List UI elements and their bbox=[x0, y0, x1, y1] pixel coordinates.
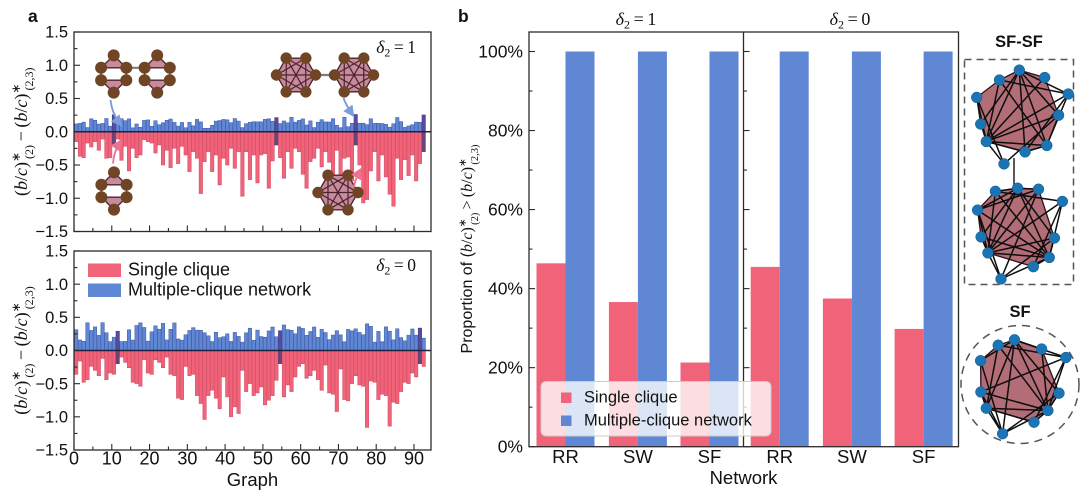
svg-text:70: 70 bbox=[328, 449, 348, 469]
svg-text:Multiple-clique network: Multiple-clique network bbox=[128, 280, 312, 300]
svg-text:δ2 = 1: δ2 = 1 bbox=[616, 9, 657, 32]
svg-text:1.0: 1.0 bbox=[45, 57, 68, 75]
svg-text:−0.5: −0.5 bbox=[35, 157, 68, 175]
svg-text:1.0: 1.0 bbox=[45, 276, 68, 294]
svg-text:0%: 0% bbox=[498, 437, 523, 457]
svg-text:0.0: 0.0 bbox=[45, 342, 68, 360]
svg-text:Proportion of (b/c)∗(2) > (b/c: Proportion of (b/c)∗(2) > (b/c)∗(2,3) bbox=[458, 144, 481, 353]
svg-text:20: 20 bbox=[140, 449, 160, 469]
svg-text:RR: RR bbox=[552, 446, 579, 467]
svg-text:SW: SW bbox=[623, 446, 653, 467]
svg-text:Single clique: Single clique bbox=[584, 389, 678, 407]
svg-text:a: a bbox=[28, 6, 38, 26]
svg-text:100%: 100% bbox=[478, 41, 523, 61]
svg-text:80: 80 bbox=[366, 449, 386, 469]
svg-text:0.5: 0.5 bbox=[45, 309, 68, 327]
svg-text:Multiple-clique network: Multiple-clique network bbox=[584, 412, 753, 430]
svg-text:60: 60 bbox=[291, 449, 311, 469]
svg-text:RR: RR bbox=[766, 446, 793, 467]
svg-text:SW: SW bbox=[837, 446, 867, 467]
svg-text:90: 90 bbox=[404, 449, 424, 469]
svg-text:Graph: Graph bbox=[227, 469, 278, 490]
svg-text:40: 40 bbox=[215, 449, 235, 469]
svg-text:60%: 60% bbox=[488, 199, 523, 219]
svg-text:b: b bbox=[458, 6, 469, 26]
svg-text:SF: SF bbox=[912, 446, 936, 467]
svg-text:δ2 = 0: δ2 = 0 bbox=[376, 255, 416, 278]
svg-text:−1.0: −1.0 bbox=[35, 408, 68, 426]
svg-text:SF: SF bbox=[1009, 303, 1030, 321]
svg-text:80%: 80% bbox=[488, 120, 523, 140]
svg-text:−0.5: −0.5 bbox=[35, 375, 68, 393]
svg-text:−1.0: −1.0 bbox=[35, 190, 68, 208]
svg-text:1.5: 1.5 bbox=[45, 24, 68, 42]
svg-text:20%: 20% bbox=[488, 357, 523, 377]
svg-text:Single clique: Single clique bbox=[128, 260, 230, 280]
svg-text:SF-SF: SF-SF bbox=[995, 33, 1043, 51]
svg-text:0.5: 0.5 bbox=[45, 90, 68, 108]
svg-text:−1.5: −1.5 bbox=[35, 442, 68, 460]
svg-text:0: 0 bbox=[69, 449, 79, 469]
svg-text:−1.5: −1.5 bbox=[35, 223, 68, 241]
svg-text:1.5: 1.5 bbox=[45, 243, 68, 261]
svg-text:δ2 = 0: δ2 = 0 bbox=[830, 9, 871, 32]
svg-text:10: 10 bbox=[102, 449, 122, 469]
svg-text:40%: 40% bbox=[488, 278, 523, 298]
svg-text:30: 30 bbox=[177, 449, 197, 469]
svg-text:δ2 = 1: δ2 = 1 bbox=[376, 37, 416, 60]
svg-text:50: 50 bbox=[253, 449, 273, 469]
svg-text:Network: Network bbox=[710, 467, 779, 488]
svg-text:SF: SF bbox=[698, 446, 722, 467]
svg-text:0.0: 0.0 bbox=[45, 123, 68, 141]
